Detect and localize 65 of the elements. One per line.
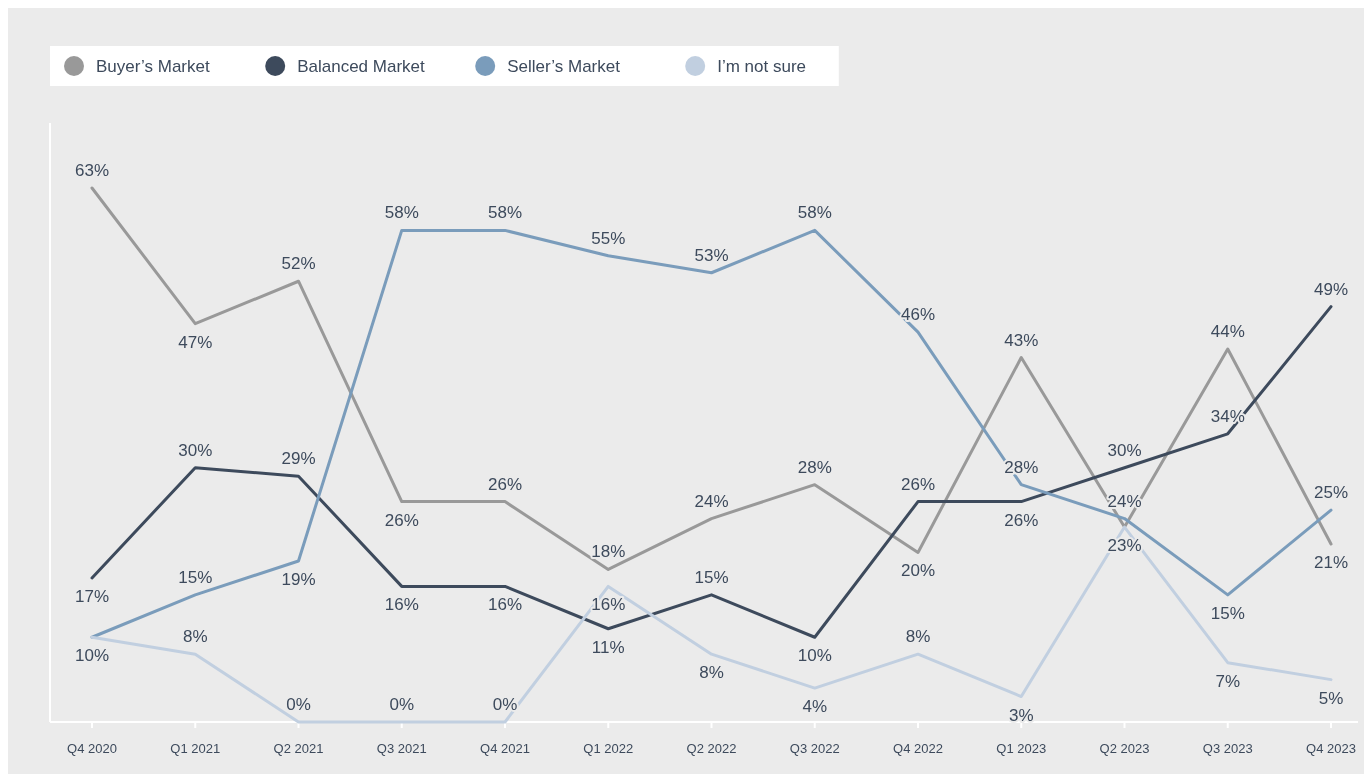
data-label: 47% [178, 332, 213, 352]
legend-label: Balanced Market [297, 57, 426, 76]
data-label: 17% [74, 586, 110, 606]
data-label: 26% [900, 474, 936, 494]
data-label: 15% [694, 567, 729, 587]
x-tick-label: Q2 2022 [686, 741, 737, 756]
data-label: 26% [487, 474, 523, 494]
x-tick-label: Q3 2022 [789, 741, 840, 756]
data-label: 15% [1210, 603, 1245, 623]
data-label: 19% [281, 569, 316, 589]
data-label: 11% [591, 637, 625, 657]
data-label: 5% [1318, 688, 1344, 708]
data-label: 0% [389, 695, 415, 714]
data-label: 55% [591, 228, 626, 248]
data-label: 0% [286, 695, 311, 714]
data-label: 24% [694, 491, 729, 511]
data-label: 8% [905, 627, 931, 647]
data-label: 10% [74, 646, 110, 666]
legend-label: Buyer’s Market [96, 57, 210, 76]
x-tick-label: Q1 2021 [170, 741, 221, 756]
data-label: 8% [699, 663, 724, 683]
x-tick-label: Q1 2023 [996, 741, 1047, 756]
x-tick-label: Q3 2023 [1202, 741, 1253, 756]
data-label: 58% [797, 203, 832, 223]
x-tick-label: Q4 2021 [480, 741, 530, 756]
data-label: 52% [281, 254, 316, 274]
data-label: 28% [797, 457, 832, 477]
x-tick-label: Q2 2021 [273, 741, 324, 756]
data-label: 25% [1313, 483, 1349, 503]
data-label: 44% [1210, 322, 1245, 342]
data-label: 43% [1004, 330, 1039, 350]
data-label: 4% [802, 697, 828, 717]
data-label: 58% [384, 203, 419, 223]
x-tick-label: Q3 2021 [376, 741, 427, 756]
data-label: 18% [591, 542, 626, 562]
data-label: 16% [487, 595, 523, 615]
data-label: 26% [384, 510, 419, 530]
data-label: 24% [1107, 491, 1142, 511]
data-label: 53% [694, 245, 729, 265]
data-label: 63% [74, 161, 110, 180]
x-tick-label: Q2 2023 [1099, 741, 1150, 756]
data-label: 20% [900, 561, 936, 581]
data-label: 58% [487, 203, 523, 223]
data-label: 23% [1107, 536, 1142, 556]
data-label: 26% [1004, 510, 1039, 530]
data-label: 16% [384, 595, 419, 615]
legend-label: Seller’s Market [507, 57, 621, 76]
data-label: 8% [182, 627, 208, 647]
data-label: 21% [1313, 553, 1349, 572]
data-label: 0% [492, 695, 518, 714]
x-tick-label: Q1 2022 [583, 741, 634, 756]
data-label: 30% [178, 440, 213, 460]
legend-label: I’m not sure [717, 57, 807, 76]
data-label: 49% [1313, 279, 1349, 299]
data-label: 29% [281, 449, 316, 469]
data-label: 16% [591, 595, 626, 615]
x-tick-label: Q4 2023 [1306, 741, 1356, 756]
data-label: 46% [900, 305, 936, 325]
data-label: 10% [797, 646, 832, 666]
x-tick-label: Q4 2020 [67, 741, 117, 756]
data-label: 30% [1107, 440, 1142, 460]
x-tick-label: Q4 2022 [893, 741, 943, 756]
data-label: 7% [1215, 671, 1241, 691]
data-label: 15% [178, 567, 213, 587]
data-label: 3% [1008, 705, 1034, 725]
